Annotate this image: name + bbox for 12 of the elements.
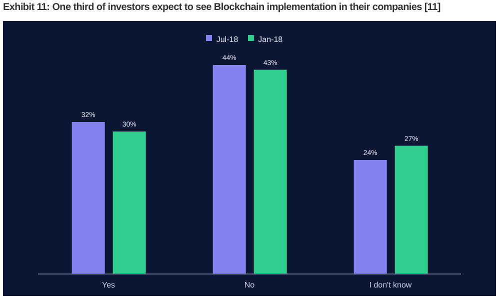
x-tick-label: No [244, 280, 256, 290]
legend-label: Jan-18 [258, 35, 283, 44]
bar [254, 70, 287, 274]
legend-label: Jul-18 [216, 35, 238, 44]
x-tick-label: I don't know [369, 280, 412, 290]
bar [394, 146, 428, 274]
bar [72, 122, 105, 274]
bar [212, 65, 246, 274]
x-tick-label: Yes [102, 280, 116, 290]
chart-title: Exhibit 11: One third of investors expect to see Blockchain implementation in their companies [11] [2, 1, 442, 15]
bar [354, 160, 387, 274]
bar [112, 132, 146, 274]
